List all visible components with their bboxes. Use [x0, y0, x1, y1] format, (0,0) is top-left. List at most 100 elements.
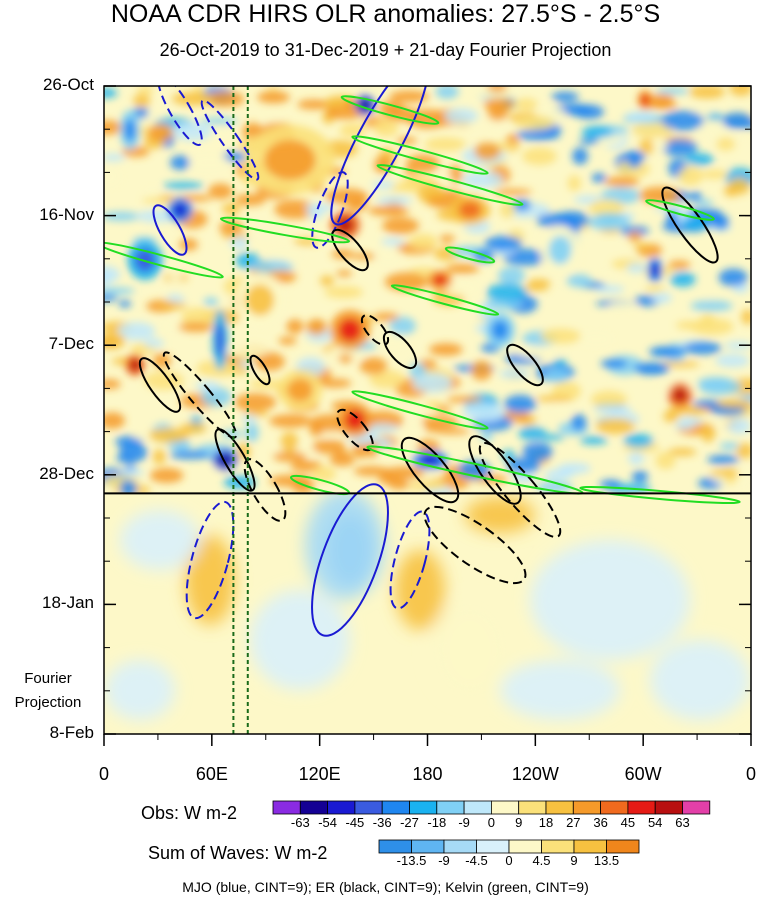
obs-cell — [593, 405, 633, 413]
obs-cell — [549, 401, 573, 416]
obs-cell — [158, 301, 187, 310]
obs-cell — [104, 120, 126, 135]
proj-patch — [430, 600, 510, 700]
obs-cell — [407, 421, 423, 432]
x-tick-label: 0 — [98, 764, 109, 784]
obs-cell — [661, 139, 698, 157]
obs-cell — [104, 153, 126, 162]
obs-cell — [700, 313, 716, 329]
obs-cell — [719, 442, 740, 450]
obs-cell — [147, 123, 174, 142]
obs-cell — [203, 297, 219, 306]
colorbar-swatch — [411, 839, 445, 854]
colorbar-tick-label: -9 — [458, 815, 470, 830]
obs-negative-core — [491, 320, 509, 340]
colorbar-tick-label: -18 — [427, 815, 447, 830]
colorbar-tick-label: 9 — [570, 853, 578, 868]
obs-cell — [504, 394, 537, 414]
obs-cell — [297, 99, 329, 110]
obs-cell — [727, 417, 751, 434]
obs-cell — [515, 115, 555, 131]
obs-cell — [170, 155, 191, 170]
mjo-contour — [152, 204, 188, 256]
obs-cell — [152, 449, 166, 465]
colorbar-tick-label: -63 — [290, 815, 310, 830]
obs-cell — [502, 86, 522, 97]
colorbar-tick-label: 18 — [538, 815, 554, 830]
obs-cell — [201, 117, 238, 125]
obs-cell — [656, 87, 690, 95]
obs-cell — [484, 235, 523, 251]
obs-cell — [104, 88, 118, 98]
proj-patch — [500, 660, 620, 720]
chart-subtitle: 26-Oct-2019 to 31-Dec-2019 + 21-day Four… — [159, 40, 612, 60]
obs-cell — [169, 269, 183, 284]
obs-cell — [736, 443, 751, 459]
obs-cell — [580, 436, 608, 445]
obs-cell — [195, 381, 220, 392]
wave-contours — [104, 86, 741, 637]
colorbar-tick-label: 4.5 — [532, 853, 551, 868]
reference-lines — [232, 86, 249, 734]
y-tick-label: 8-Feb — [49, 723, 94, 742]
kelvin-contour — [376, 163, 524, 207]
x-tick-label: 180 — [412, 764, 443, 784]
x-tick-label: 120W — [511, 764, 559, 784]
obs-cell — [389, 90, 430, 103]
proj-patch — [530, 540, 690, 660]
er-contour — [162, 351, 238, 439]
obs-cell — [616, 160, 650, 178]
obs-cell — [435, 428, 470, 435]
obs-cell — [136, 210, 179, 223]
obs-cell — [427, 197, 451, 204]
obs-cell — [181, 307, 216, 327]
obs-cell — [499, 368, 530, 379]
obs-cell — [254, 352, 285, 371]
obs-negative-core — [548, 235, 572, 265]
obs-cell — [724, 185, 739, 197]
obs-cell — [688, 86, 726, 99]
obs-cell — [350, 253, 376, 260]
obs-cell — [286, 319, 304, 334]
proj-patch — [120, 510, 200, 570]
obs-cell — [627, 231, 642, 242]
obs-cell — [587, 213, 631, 231]
obs-cell — [667, 447, 697, 457]
x-tick-label: 60W — [624, 764, 662, 784]
obs-cell — [172, 92, 214, 106]
obs-cell — [241, 415, 257, 424]
obs-negative-core — [215, 322, 225, 358]
obs-cell — [269, 414, 312, 428]
obs-cell — [409, 233, 438, 250]
obs-cell — [620, 226, 650, 236]
obs-cell — [221, 152, 249, 163]
obs-cell — [652, 137, 668, 151]
kelvin-contour — [340, 95, 440, 125]
obs-cell — [567, 175, 581, 192]
obs-cell — [336, 270, 353, 277]
proj-patch — [185, 535, 235, 625]
obs-cell — [689, 191, 702, 202]
obs-cell — [678, 166, 703, 186]
obs-cell — [690, 300, 733, 312]
obs-cell — [659, 361, 700, 368]
obs-cell — [196, 360, 237, 377]
obs-cell — [424, 137, 466, 151]
obs-cell — [655, 451, 676, 470]
waves-colorbar-label: Sum of Waves: W m-2 — [148, 843, 328, 863]
obs-cell — [551, 91, 579, 102]
obs-cell — [389, 316, 416, 335]
x-tick-label: 60E — [195, 764, 228, 784]
colorbar-swatch — [299, 800, 328, 815]
colorbar-tick-label: 0 — [487, 815, 495, 830]
colorbar-swatch — [443, 839, 477, 854]
colorbar-tick-label: 9 — [515, 815, 523, 830]
y-tick-label: 18-Jan — [42, 593, 94, 613]
colorbar-tick-label: -4.5 — [465, 853, 488, 868]
kelvin-contour — [104, 241, 224, 279]
colorbar-swatch — [476, 839, 510, 854]
kelvin-contour — [219, 216, 351, 244]
y-tick-label: 16-Nov — [39, 204, 94, 224]
colorbar-swatch — [572, 800, 601, 815]
obs-cell — [181, 422, 207, 434]
